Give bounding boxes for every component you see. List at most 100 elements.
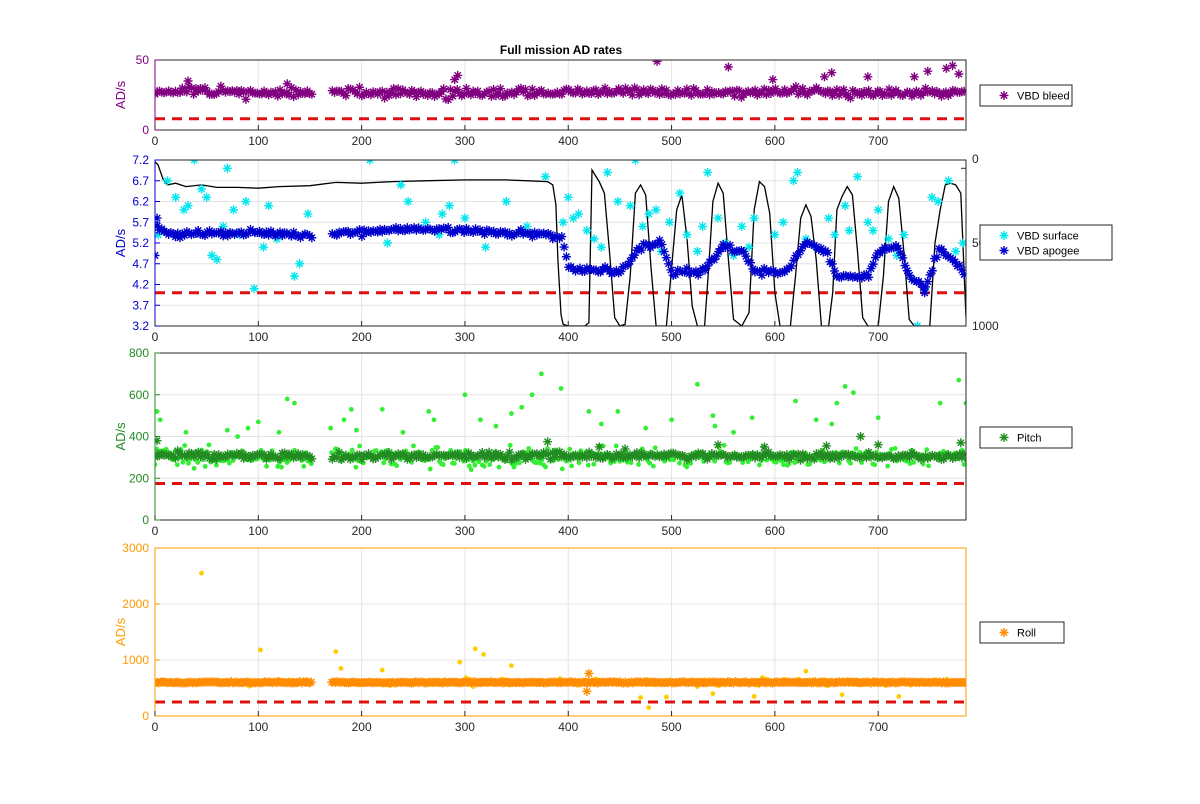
star-marker: [452, 449, 462, 459]
dot-marker: [793, 398, 798, 404]
star-marker: [666, 265, 676, 275]
dot-marker: [457, 659, 463, 665]
star-marker: [748, 450, 758, 460]
star-marker: [543, 88, 553, 98]
y-tick-label: 2000: [122, 597, 149, 611]
star-marker: [718, 450, 728, 460]
star-marker: [641, 88, 651, 98]
dot-marker: [920, 461, 926, 467]
star-marker: [443, 95, 453, 105]
star-marker: [645, 449, 655, 459]
star-marker: [848, 450, 858, 460]
star-marker: [200, 83, 210, 93]
star-marker: [205, 453, 215, 463]
dot-marker: [694, 381, 700, 387]
star-marker: [400, 450, 410, 460]
dot-marker: [559, 466, 565, 472]
star-marker: [861, 453, 871, 463]
star-marker: [261, 227, 271, 237]
y-tick-label: 200: [129, 471, 149, 485]
star-marker: [377, 86, 387, 96]
x-tick-label: 600: [765, 134, 785, 148]
star-marker: [222, 163, 232, 173]
star-marker: [659, 247, 669, 257]
star-marker: [905, 453, 915, 463]
y-tick-label: 5.2: [132, 236, 149, 250]
star-marker: [202, 227, 212, 237]
star-marker: [757, 270, 767, 280]
star-marker: [757, 88, 767, 98]
star-marker: [900, 261, 910, 271]
star-marker: [434, 230, 444, 240]
star-marker: [505, 447, 515, 457]
dot-marker: [859, 460, 865, 465]
star-marker: [999, 246, 1009, 255]
star-marker: [750, 85, 760, 95]
star-marker: [692, 246, 702, 256]
dot-marker: [677, 460, 682, 466]
dot-marker: [585, 462, 591, 468]
dot-marker: [712, 423, 718, 429]
star-marker: [448, 228, 458, 238]
star-marker: [421, 217, 431, 227]
star-marker: [302, 229, 312, 239]
star-marker: [249, 284, 259, 294]
star-marker: [243, 228, 253, 238]
dot-marker: [507, 442, 513, 448]
star-marker: [389, 84, 399, 94]
dot-marker: [284, 396, 290, 402]
dot-marker: [226, 460, 232, 466]
star-marker: [802, 90, 812, 100]
star-marker: [730, 91, 740, 101]
dot-marker: [276, 429, 282, 435]
star-marker: [527, 84, 537, 94]
dot-marker: [379, 667, 385, 673]
dot-marker: [646, 705, 652, 710]
star-marker: [548, 448, 558, 458]
star-marker: [655, 90, 665, 100]
star-marker: [236, 448, 246, 458]
star-marker: [933, 197, 943, 206]
axes-box: [154, 547, 967, 717]
star-marker: [921, 83, 931, 93]
y-tick-label: 0: [142, 513, 149, 527]
star-marker: [550, 452, 560, 462]
star-marker: [693, 270, 703, 280]
x-tick-label: 200: [352, 524, 372, 538]
star-marker: [396, 180, 406, 190]
star-marker: [584, 447, 594, 457]
star-marker: [457, 451, 467, 461]
star-marker: [584, 668, 594, 678]
star-marker: [749, 213, 759, 223]
star-marker: [259, 450, 269, 460]
star-marker: [272, 234, 282, 244]
dot-marker: [907, 461, 913, 466]
dot-marker: [472, 646, 478, 652]
star-marker: [857, 273, 867, 283]
star-marker: [775, 450, 785, 460]
star-marker: [693, 448, 703, 458]
star-marker: [523, 91, 533, 101]
star-marker: [266, 87, 276, 97]
dot-marker: [183, 429, 189, 435]
dot-marker: [756, 462, 762, 468]
star-marker: [452, 84, 462, 94]
legend-label: VBD bleed: [1017, 91, 1070, 103]
star-marker: [925, 87, 935, 97]
star-marker: [609, 452, 619, 462]
star-marker: [453, 70, 463, 80]
star-marker: [445, 85, 455, 95]
dot-marker: [182, 443, 188, 448]
dot-marker: [509, 663, 514, 668]
star-marker: [825, 454, 835, 464]
star-marker: [543, 449, 553, 459]
x-tick-label: 200: [352, 134, 372, 148]
y-axis-label: AD/s: [113, 228, 128, 257]
star-marker: [636, 245, 646, 255]
star-marker: [643, 89, 653, 99]
star-marker: [448, 91, 458, 101]
y-tick-label: 4.2: [132, 278, 149, 292]
dot-marker: [186, 460, 191, 466]
star-marker: [725, 240, 735, 250]
star-marker: [755, 87, 765, 97]
